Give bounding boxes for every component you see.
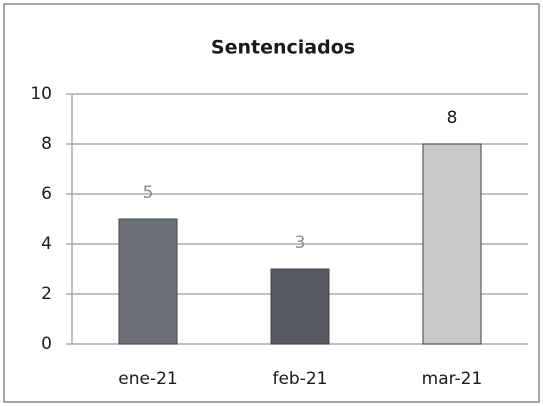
x-tick-label: ene-21 bbox=[118, 369, 177, 389]
chart-title: Sentenciados bbox=[211, 37, 355, 59]
y-tick-label: 8 bbox=[41, 134, 52, 154]
bar bbox=[118, 218, 178, 345]
data-label: 5 bbox=[143, 183, 154, 203]
y-tick-label: 4 bbox=[41, 234, 52, 254]
bar bbox=[270, 268, 330, 345]
y-tick-label: 2 bbox=[41, 284, 52, 304]
y-tick-label: 10 bbox=[30, 84, 52, 104]
y-tick-label: 0 bbox=[41, 334, 52, 354]
data-label: 8 bbox=[447, 108, 458, 128]
bar bbox=[422, 143, 482, 345]
y-tick-label: 6 bbox=[41, 184, 52, 204]
x-tick-label: feb-21 bbox=[272, 369, 327, 389]
x-tick-label: mar-21 bbox=[422, 369, 483, 389]
data-label: 3 bbox=[295, 233, 306, 253]
